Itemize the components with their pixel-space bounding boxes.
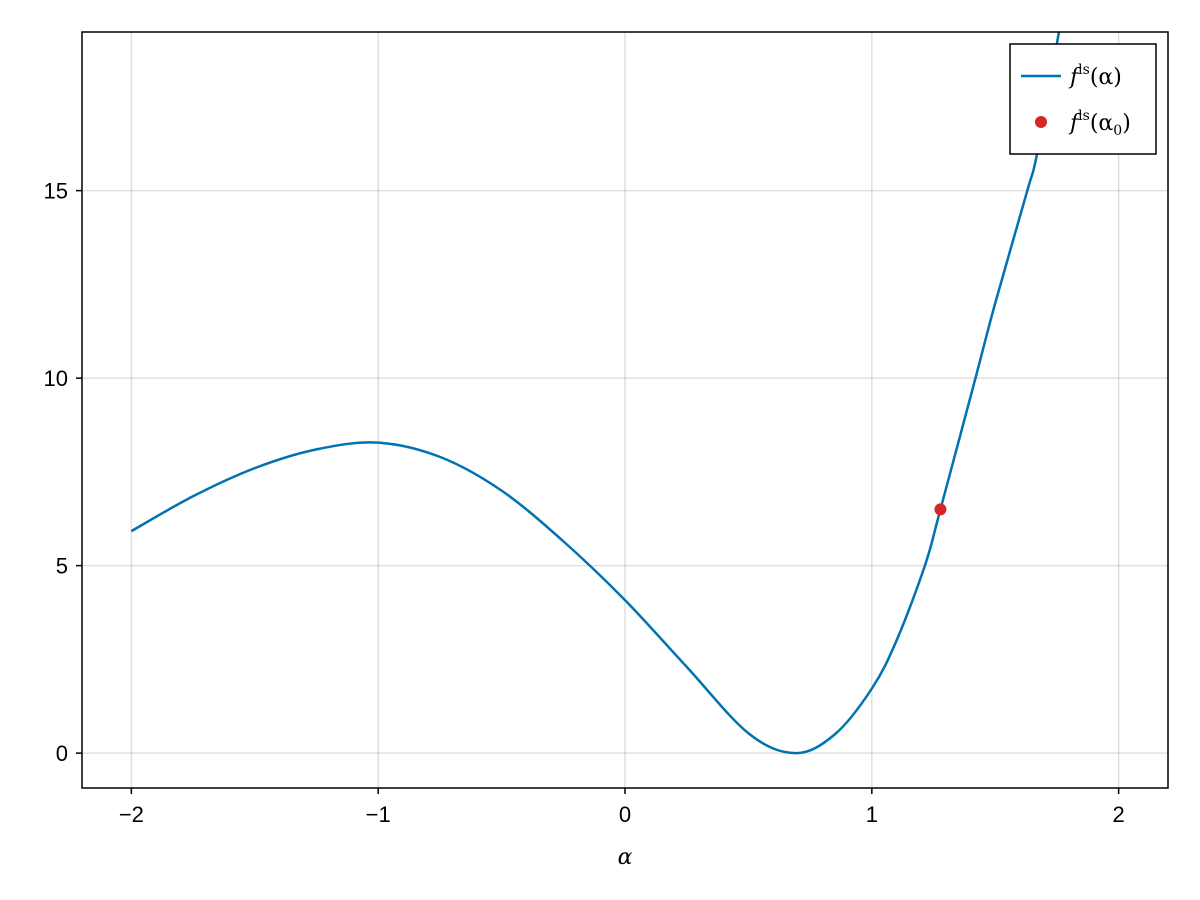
legend-label-line: fls(α) <box>1068 62 1122 90</box>
x-tick-label: 1 <box>866 802 878 827</box>
legend-label-point: fls(α0) <box>1068 108 1131 139</box>
legend-point-swatch <box>1035 116 1047 128</box>
y-tick-label: 0 <box>56 741 68 766</box>
x-tick-label: 2 <box>1113 802 1125 827</box>
y-tick-label: 15 <box>44 179 68 204</box>
y-tick-label: 5 <box>56 554 68 579</box>
x-tick-label: −1 <box>366 802 391 827</box>
plot-marks <box>130 32 1061 755</box>
data-point <box>934 503 947 516</box>
grid <box>82 32 1168 788</box>
x-axis-label: α <box>618 845 633 870</box>
series-line <box>130 32 1061 755</box>
y-tick-label: 10 <box>44 366 68 391</box>
axis-ticks: −2 −1 0 1 2 0 5 10 15 <box>44 179 1125 827</box>
legend: fls(α) fls(α0) <box>1009 43 1157 155</box>
legend-box <box>1009 43 1157 155</box>
x-tick-label: −2 <box>119 802 144 827</box>
x-tick-label: 0 <box>619 802 631 827</box>
